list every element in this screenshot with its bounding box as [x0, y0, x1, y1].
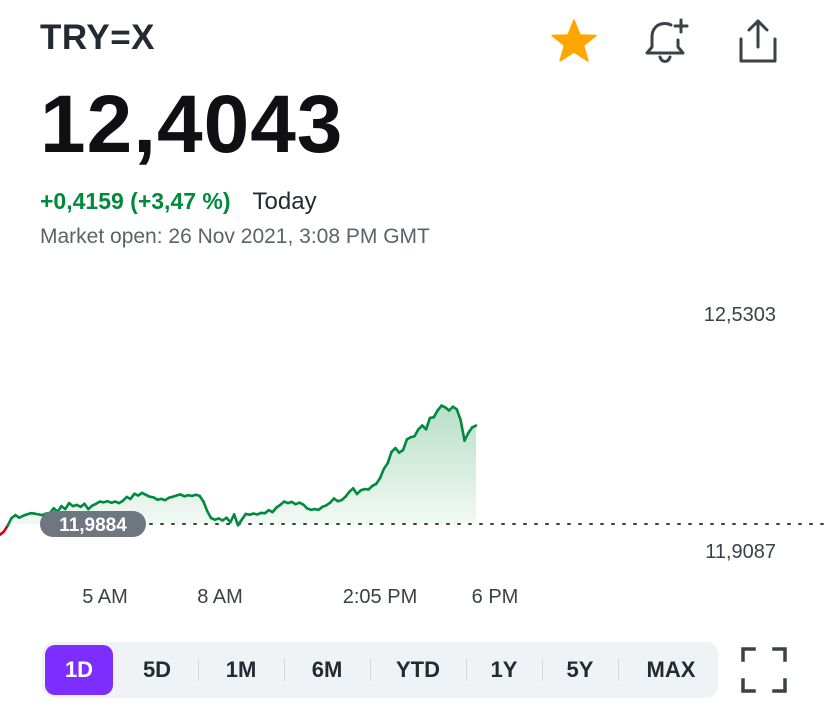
- reference-label-bg: [40, 510, 146, 537]
- bell-plus-icon: [645, 18, 689, 63]
- range-option-1y[interactable]: 1Y: [466, 642, 542, 698]
- header-actions: [512, 14, 788, 68]
- price-line-segment: [386, 450, 393, 465]
- price-line-segment: [459, 418, 466, 442]
- price-line-segment: [470, 424, 478, 429]
- range-option-ytd[interactable]: YTD: [370, 642, 466, 698]
- ticker-symbol: TRY=X: [40, 18, 155, 57]
- price-line-segment: [6, 516, 13, 527]
- price-line-segment: [455, 408, 462, 422]
- range-option-1d[interactable]: 1D: [45, 645, 113, 695]
- range-option-6m[interactable]: 6M: [284, 642, 370, 698]
- price-line-segment: [463, 431, 470, 442]
- expand-icon: [741, 647, 787, 693]
- price-line-segment: [424, 416, 432, 431]
- range-option-5y[interactable]: 5Y: [542, 642, 618, 698]
- share-button[interactable]: [728, 14, 788, 68]
- y-label-low: 11,9087: [705, 541, 776, 563]
- price-line-segment: [401, 438, 409, 452]
- price-area-fill: [0, 405, 476, 535]
- range-option-1m[interactable]: 1M: [198, 642, 284, 698]
- x-tick-label: 8 AM: [197, 586, 243, 608]
- price-change: +0,4159 (+3,47 %): [40, 188, 231, 214]
- reference-label: 11,9884: [59, 515, 127, 536]
- x-tick-label: 6 PM: [472, 586, 519, 608]
- price-line-segment: [202, 500, 209, 513]
- current-price: 12,4043: [40, 79, 344, 170]
- range-selector: 1D 5D 1M 6M YTD 1Y 5Y MAX: [42, 642, 718, 698]
- favorite-button[interactable]: [544, 14, 604, 68]
- price-chart[interactable]: 11,9884 12,5303 11,9087 5 AM 8 AM 2:05 PM 6 PM: [0, 290, 828, 620]
- x-tick-label: 5 AM: [82, 586, 128, 608]
- share-icon: [739, 19, 777, 63]
- range-option-max[interactable]: MAX: [618, 642, 724, 698]
- y-label-high: 12,5303: [704, 304, 776, 326]
- price-line-segment: [232, 513, 240, 527]
- add-alert-button[interactable]: [636, 14, 696, 68]
- market-status: Market open: 26 Nov 2021, 3:08 PM GMT: [40, 225, 430, 248]
- change-row: +0,4159 (+3,47 %) Today: [40, 188, 317, 216]
- change-period: Today: [252, 188, 317, 215]
- fullscreen-button[interactable]: [738, 644, 790, 696]
- price-line-segment: [378, 467, 386, 480]
- range-option-5d[interactable]: 5D: [142, 657, 172, 682]
- x-tick-label: 2:05 PM: [343, 586, 417, 608]
- star-icon: [551, 19, 597, 62]
